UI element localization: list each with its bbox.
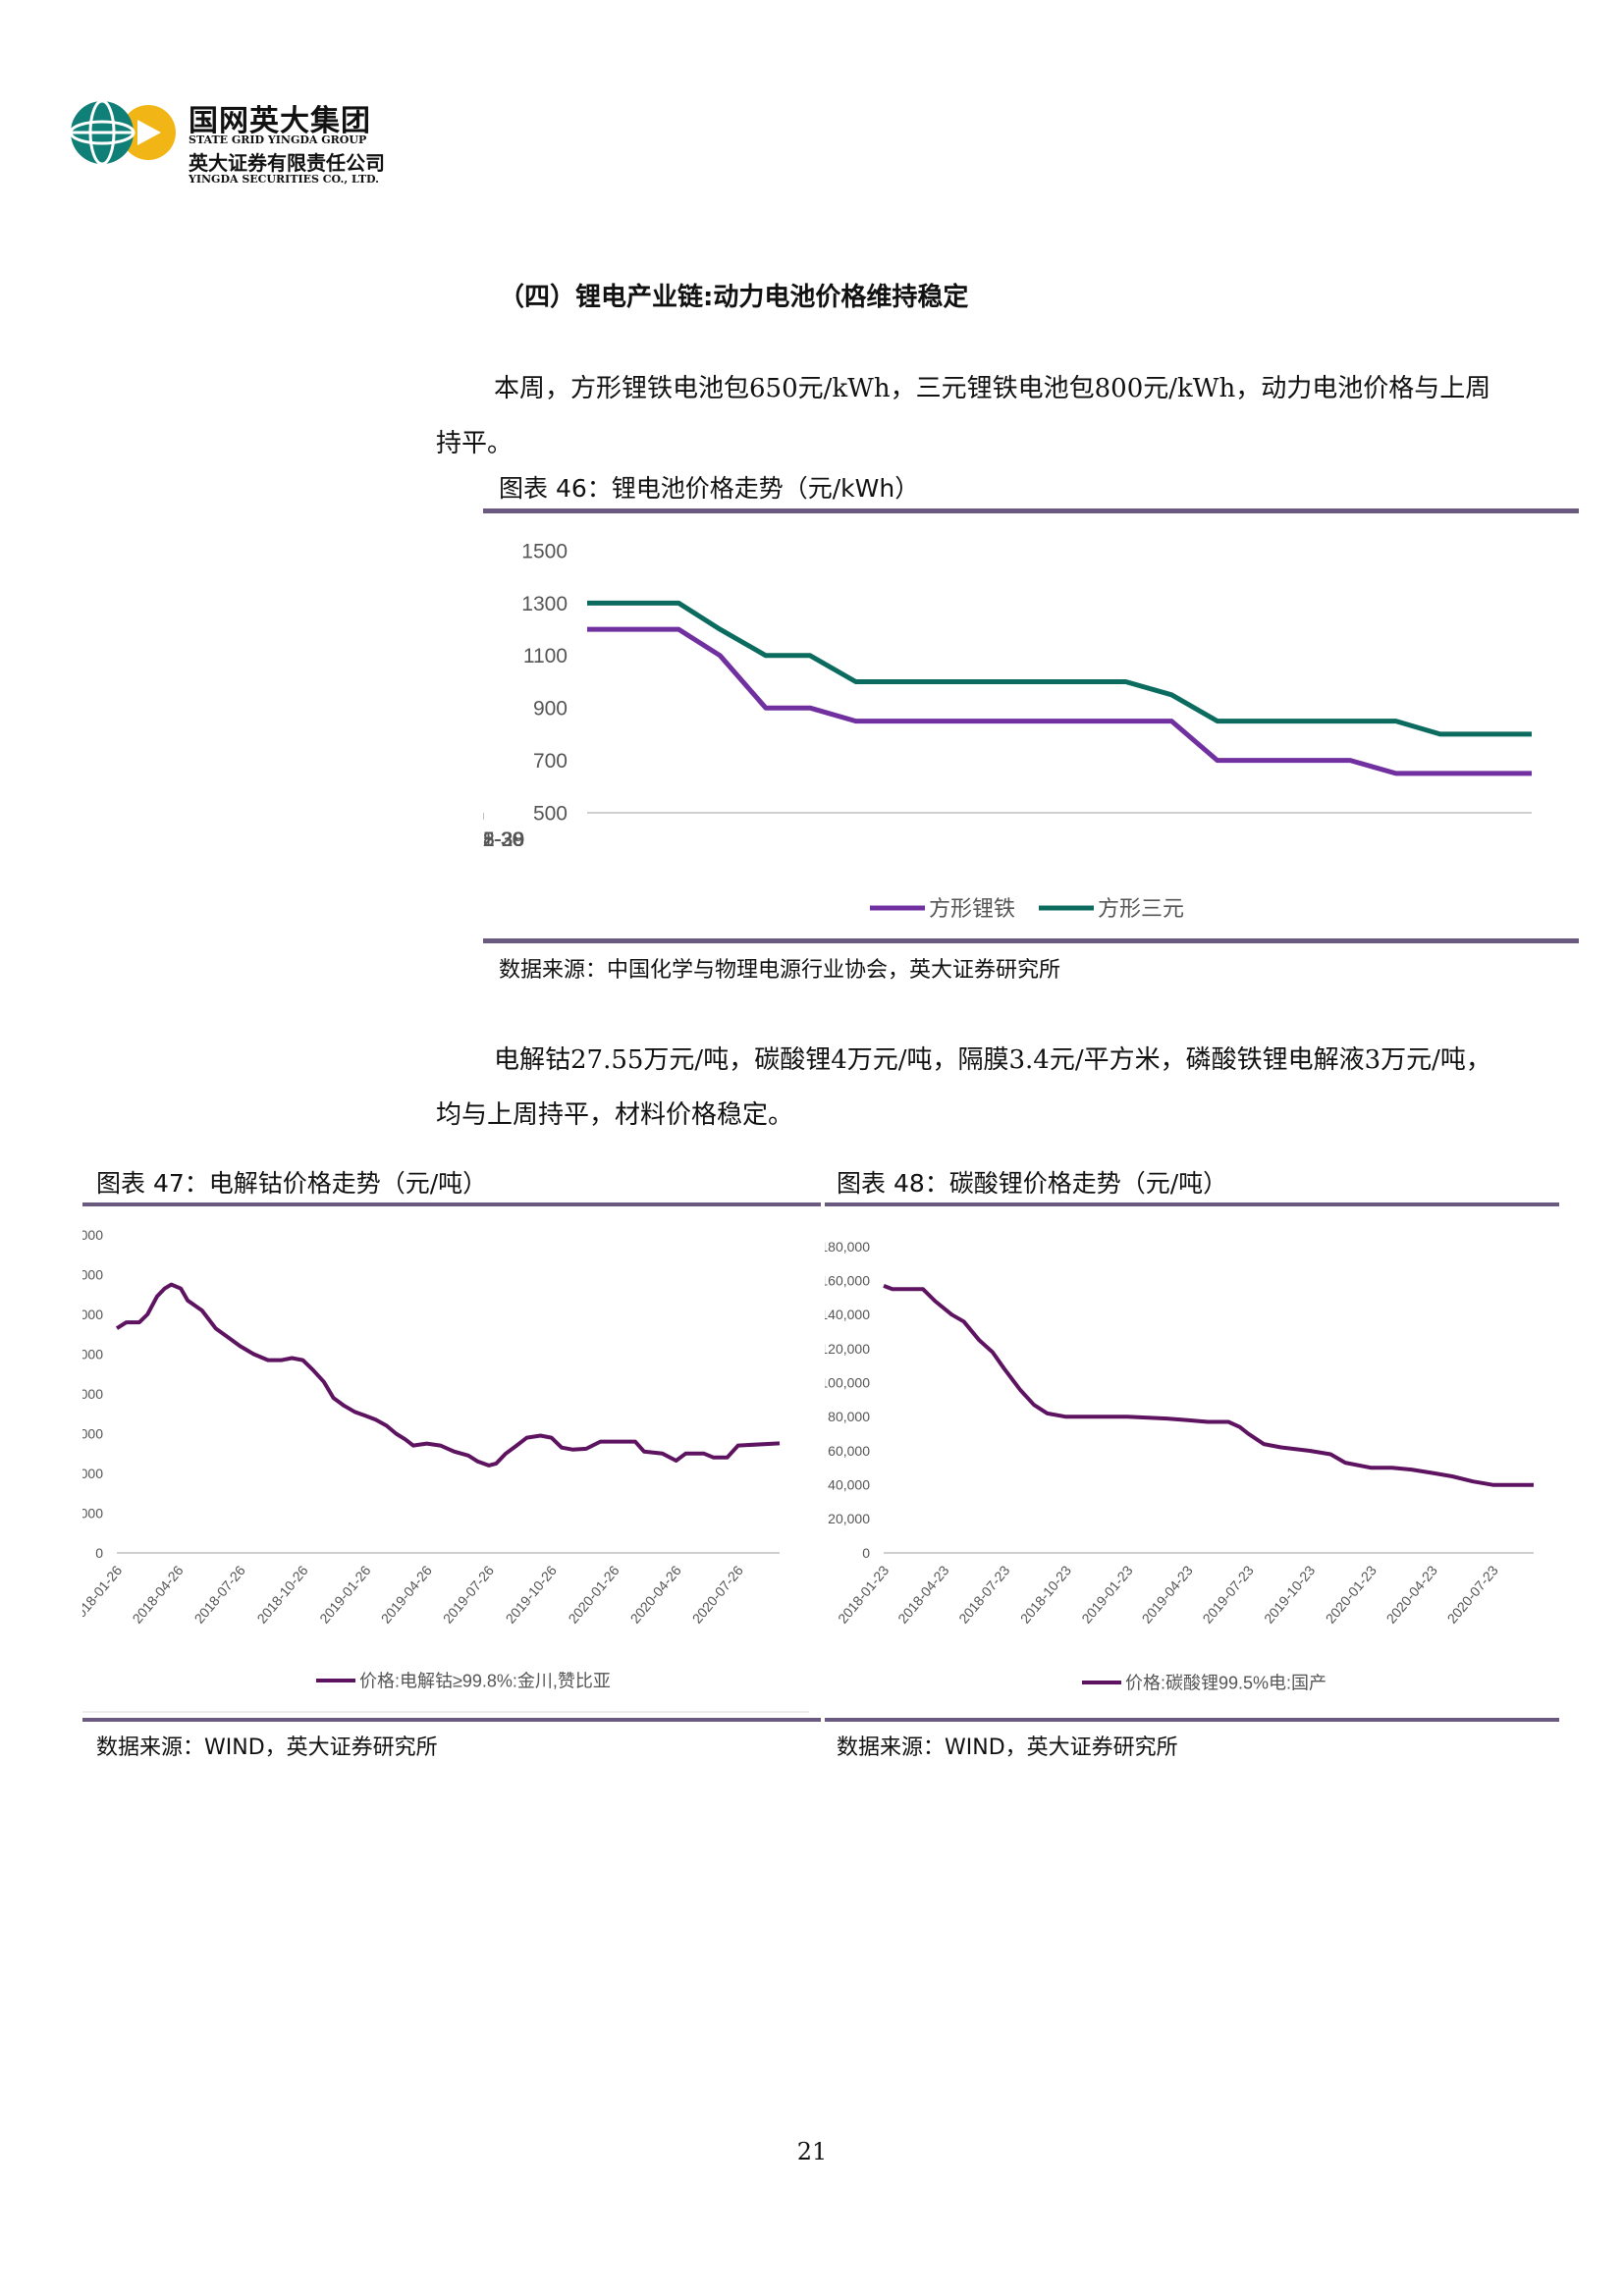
- x-tick-label-9: 2020-04-26: [627, 1562, 684, 1626]
- x-tick-label-1: 19-02-28: [483, 828, 524, 851]
- x-tick-label-1: 2018-04-26: [129, 1562, 186, 1626]
- paragraph-1-line-1: 本周，方形锂铁电池包650元/kWh，三元锂铁电池包800元/kWh，动力电池价…: [494, 374, 1491, 403]
- y-tick-label-3: 60,000: [828, 1443, 870, 1459]
- figure-48-top-rule: [825, 1202, 1559, 1206]
- y-tick-label-1: 700: [533, 750, 568, 773]
- legend-label-0: 价格:碳酸锂99.5%电:国产: [1125, 1673, 1326, 1692]
- y-tick-label-5: 500,000: [82, 1346, 103, 1362]
- x-tick-label-0: 2018-01-23: [835, 1562, 892, 1626]
- x-tick-label-8: 2020-01-26: [565, 1562, 622, 1626]
- x-tick-label-0: 2018-01-26: [82, 1562, 125, 1626]
- figure-47-bottom-rule: [82, 1718, 821, 1722]
- figure-48-bottom-rule: [825, 1718, 1559, 1722]
- x-tick-label-3: 2018-10-23: [1017, 1562, 1074, 1626]
- figure-46-source: 数据来源：中国化学与物理电源行业协会，英大证券研究所: [499, 958, 1061, 983]
- y-tick-label-1: 20,000: [828, 1511, 870, 1526]
- x-tick-label-2: 2018-07-26: [191, 1562, 248, 1626]
- figure-47-title: 图表 47：电解钴价格走势（元/吨）: [96, 1169, 488, 1198]
- x-tick-label-5: 2019-04-26: [378, 1562, 435, 1626]
- y-tick-label-6: 120,000: [825, 1341, 870, 1357]
- figure-47-chart: 0 100,000 200,000 300,000 400,000 500,000 600,…: [82, 1227, 809, 1713]
- y-tick-label-3: 300,000: [82, 1425, 103, 1441]
- y-tick-label-7: 140,000: [825, 1307, 870, 1322]
- y-tick-label-8: 800,000: [82, 1227, 103, 1243]
- logo-group-name-en: STATE GRID YINGDA GROUP: [189, 133, 367, 146]
- section-heading: （四）锂电产业链:动力电池价格维持稳定: [499, 283, 969, 312]
- y-tick-label-0: 500: [533, 802, 568, 825]
- series-line-0: [587, 626, 1532, 776]
- figure-46-chart: 500 700 900 1100 1300 1500 18-11-3019-02-2819-…: [483, 540, 1532, 921]
- x-tick-label-4: 19-11-30: [483, 828, 523, 851]
- y-tick-label-5: 1500: [521, 540, 568, 562]
- page-number: 21: [796, 2138, 828, 2165]
- figure-46-title: 图表 46：锂电池价格走势（元/kWh）: [499, 474, 920, 503]
- x-tick-label-8: 2020-01-23: [1323, 1562, 1380, 1626]
- figure-48-chart: 0 20,000 40,000 60,000 80,000 100,000 120,000 1…: [825, 1239, 1534, 1692]
- legend-label-0: 方形锂铁: [929, 896, 1015, 921]
- x-tick-label-3: 19-08-30: [483, 828, 524, 851]
- x-tick-label-10: 2020-07-23: [1443, 1562, 1500, 1626]
- x-tick-label-9: 2020-04-23: [1383, 1562, 1440, 1626]
- x-tick-label-5: 20-02-29: [483, 828, 524, 851]
- globe-logo-icon: [69, 100, 176, 165]
- y-tick-label-5: 100,000: [825, 1375, 870, 1391]
- y-tick-label-2: 900: [533, 698, 568, 721]
- series-line-1: [587, 600, 1532, 737]
- x-tick-label-5: 2019-04-23: [1139, 1562, 1196, 1626]
- y-tick-label-1: 100,000: [82, 1505, 103, 1521]
- y-tick-label-4: 80,000: [828, 1409, 870, 1424]
- x-tick-label-2: 19-05-30: [483, 828, 524, 851]
- x-tick-label-4: 2019-01-26: [316, 1562, 373, 1626]
- x-tick-label-7: 2019-10-26: [503, 1562, 560, 1626]
- x-tick-label-3: 2018-10-26: [253, 1562, 310, 1626]
- company-logo: 国网英大集团 STATE GRID YINGDA GROUP 英大证券有限责任公…: [65, 94, 438, 192]
- figure-46-bottom-rule: [483, 938, 1579, 943]
- x-tick-label-6: 2019-07-23: [1199, 1562, 1256, 1626]
- legend-label-1: 方形三元: [1098, 896, 1184, 921]
- figure-47-source: 数据来源：WIND，英大证券研究所: [96, 1735, 438, 1760]
- x-tick-label-1: 2018-04-23: [894, 1562, 951, 1626]
- paragraph-1-line-2: 持平。: [436, 429, 514, 458]
- figure-48-title: 图表 48：碳酸锂价格走势（元/吨）: [837, 1169, 1228, 1198]
- x-tick-label-2: 2018-07-23: [955, 1562, 1012, 1626]
- logo-group-name: 国网英大集团: [189, 104, 371, 138]
- x-tick-label-0: 18-11-30: [483, 828, 523, 851]
- paragraph-2-line-1: 电解钴27.55万元/吨，碳酸锂4万元/吨，隔膜3.4元/平方米，磷酸铁锂电解液…: [494, 1045, 1491, 1075]
- y-tick-label-3: 1100: [523, 645, 568, 667]
- x-tick-label-6: 2019-07-26: [440, 1562, 497, 1626]
- y-tick-label-2: 200,000: [82, 1466, 103, 1481]
- y-tick-label-2: 40,000: [828, 1477, 870, 1493]
- y-tick-label-6: 600,000: [82, 1307, 103, 1322]
- y-tick-label-0: 0: [95, 1545, 103, 1561]
- legend-label-0: 价格:电解钴≥99.8%:金川,赞比亚: [359, 1671, 611, 1690]
- figure-46-top-rule: [483, 508, 1579, 513]
- y-tick-label-7: 700,000: [82, 1266, 103, 1282]
- series-line-0: [115, 1282, 781, 1468]
- y-tick-label-0: 0: [862, 1545, 870, 1561]
- figure-48-source: 数据来源：WIND，英大证券研究所: [837, 1735, 1178, 1760]
- logo-company-name-en: YINGDA SECURITIES CO., LTD.: [189, 173, 379, 186]
- x-tick-label-10: 2020-07-26: [689, 1562, 746, 1626]
- y-tick-label-4: 400,000: [82, 1386, 103, 1402]
- y-tick-label-8: 160,000: [825, 1273, 870, 1289]
- figure-47-top-rule: [82, 1202, 821, 1206]
- paragraph-2-line-2: 均与上周持平，材料价格稳定。: [436, 1100, 794, 1130]
- series-line-0: [883, 1284, 1534, 1487]
- y-tick-label-4: 1300: [521, 593, 568, 615]
- y-tick-label-9: 180,000: [825, 1239, 870, 1255]
- logo-company-name: 英大证券有限责任公司: [189, 151, 385, 175]
- x-tick-label-4: 2019-01-23: [1078, 1562, 1135, 1626]
- x-tick-label-6: 20-05-30: [483, 828, 524, 851]
- x-tick-label-7: 2019-10-23: [1261, 1562, 1318, 1626]
